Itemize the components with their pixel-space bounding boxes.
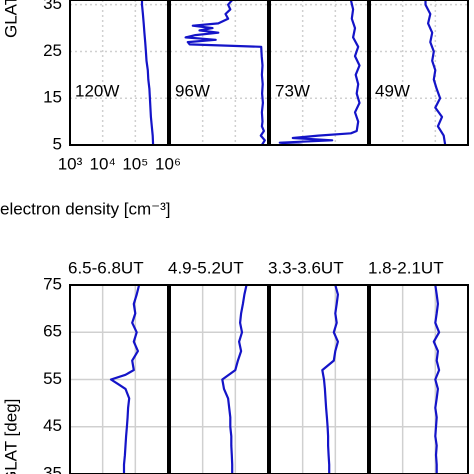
panel-frame [269,284,369,474]
y-axis-label: GLAT [deg] [1,399,20,474]
panel-title: 3.3-3.6UT [268,258,344,277]
panel-frame [69,0,169,146]
x-axis-label: electron density [cm⁻³] [0,199,171,218]
x-tick-label: 10⁴ [90,154,116,173]
profile-line [221,284,248,474]
y-tick-label: 15 [43,88,62,107]
y-tick-label: 45 [43,416,62,435]
x-tick-label: 10³ [58,154,83,173]
profile-line [184,0,266,146]
panel-frame [169,284,269,474]
panel-frame [369,0,469,146]
y-tick-label: 65 [43,322,62,341]
panel-title: 6.5-6.8UT [68,258,144,277]
x-tick-label: 10⁶ [155,154,181,173]
panel-frame [269,0,369,146]
profile-line [278,0,361,147]
y-tick-label: 75 [43,274,62,293]
x-tick-label: 10⁵ [122,154,148,173]
panel-frame [169,0,269,146]
profile-line [321,284,339,474]
panel-label: 120W [75,81,119,100]
profile-line [109,284,141,474]
profile-line [432,284,441,474]
y-tick-label: 25 [43,41,62,60]
y-axis-label: GLAT [deg] [1,0,20,38]
panel-frame [369,284,469,474]
panel-label: 49W [375,81,410,100]
panel-label: 73W [275,81,310,100]
panel-frame [69,284,169,474]
y-tick-label: 35 [43,463,62,474]
y-tick-label: 5 [53,134,62,153]
profile-line [140,0,155,146]
y-tick-label: 35 [43,0,62,13]
profile-line [424,0,447,146]
y-tick-label: 55 [43,369,62,388]
panel-title: 4.9-5.2UT [168,258,244,277]
panel-title: 1.8-2.1UT [368,258,444,277]
panel-label: 96W [175,81,210,100]
